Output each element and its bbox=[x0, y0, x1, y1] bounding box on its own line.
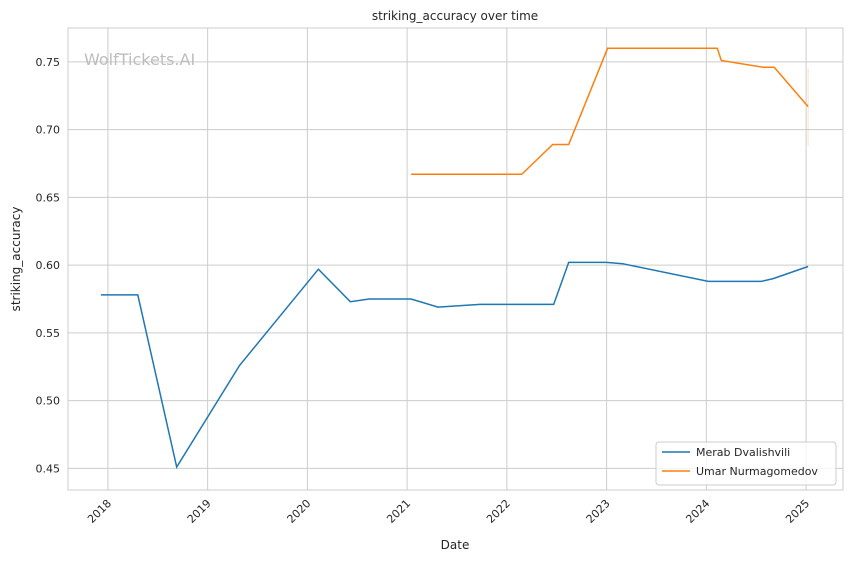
grid bbox=[68, 28, 843, 490]
watermark: WolfTickets.AI bbox=[84, 50, 195, 69]
x-tick-label: 2018 bbox=[85, 497, 114, 526]
y-tick-label: 0.70 bbox=[36, 124, 61, 137]
x-tick-label: 2020 bbox=[285, 497, 314, 526]
y-tick-label: 0.60 bbox=[36, 259, 61, 272]
series-group bbox=[101, 48, 808, 467]
x-tick-label: 2019 bbox=[185, 497, 214, 526]
series-line-merab-dvalishvili bbox=[101, 262, 808, 467]
x-tick-label: 2024 bbox=[683, 497, 712, 526]
x-tick-label: 2023 bbox=[584, 497, 613, 526]
x-axis-label: Date bbox=[441, 538, 470, 552]
y-tick-label: 0.65 bbox=[36, 191, 61, 204]
y-tick-label: 0.45 bbox=[36, 462, 61, 475]
y-axis-ticks: 0.45 0.50 0.55 0.60 0.65 0.70 0.75 bbox=[36, 56, 61, 475]
series-line-umar-nurmagomedov bbox=[411, 48, 808, 174]
legend-label-merab: Merab Dvalishvili bbox=[696, 446, 790, 459]
x-axis-ticks: 2018 2019 2020 2021 2022 2023 2024 2025 bbox=[85, 497, 812, 526]
x-tick-label: 2021 bbox=[384, 497, 413, 526]
y-tick-label: 0.55 bbox=[36, 327, 61, 340]
plot-frame bbox=[68, 28, 843, 490]
y-tick-label: 0.75 bbox=[36, 56, 61, 69]
y-tick-label: 0.50 bbox=[36, 395, 61, 408]
y-axis-label: striking_accuracy bbox=[9, 207, 23, 312]
legend: Merab Dvalishvili Umar Nurmagomedov bbox=[656, 442, 836, 485]
x-tick-label: 2022 bbox=[484, 497, 513, 526]
chart-title: striking_accuracy over time bbox=[372, 9, 538, 23]
x-tick-label: 2025 bbox=[783, 497, 812, 526]
legend-label-umar: Umar Nurmagomedov bbox=[696, 465, 818, 478]
